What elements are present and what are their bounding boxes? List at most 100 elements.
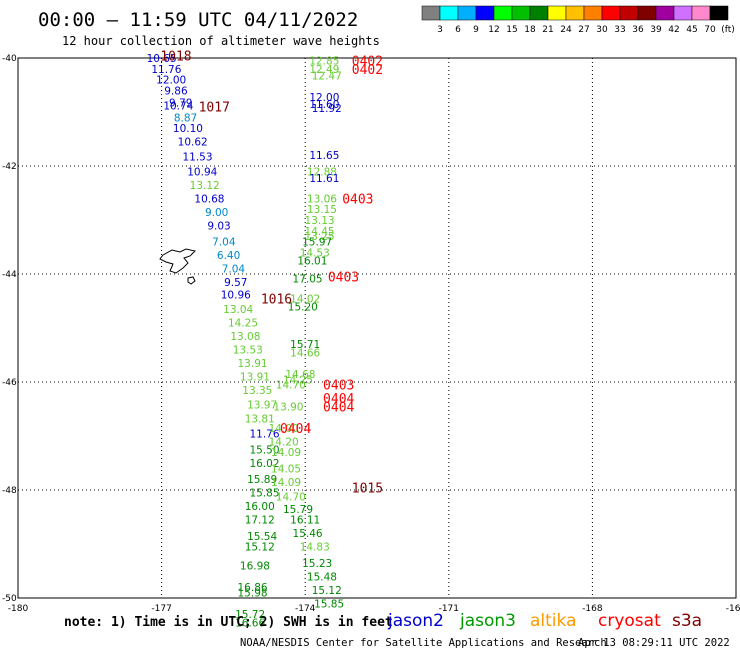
scale-swatch: [493, 5, 513, 21]
wave-height-value: 11.60: [309, 99, 339, 111]
wave-height-value: 12.85: [309, 56, 339, 68]
wave-height-value: 12.00: [309, 92, 339, 104]
legend-item-altika: altika: [530, 611, 577, 631]
scale-label: 15: [506, 25, 517, 35]
scale-swatch: [547, 5, 567, 21]
track-id-label: 0402: [352, 55, 383, 70]
wave-height-value: 17.12: [245, 515, 275, 527]
wave-height-value: 16.98: [240, 561, 270, 573]
track-id-label: 0403: [328, 271, 359, 286]
x-tick-label: -174: [295, 604, 316, 614]
wave-height-value: 13.04: [223, 304, 253, 316]
wave-height-value: 14.25: [228, 318, 258, 330]
wave-height-value: 15.23: [302, 558, 332, 570]
wave-height-value: 15.97: [302, 237, 332, 249]
scale-label: (ft): [721, 25, 735, 35]
wave-height-value: 10.10: [173, 123, 203, 135]
track-labels: 1018101710161015040204020403040304030404…: [160, 49, 383, 496]
track-id-label: 0402: [352, 63, 383, 78]
y-tick-label: -40: [2, 54, 17, 64]
wave-height-value: 15.85: [249, 488, 279, 500]
track-id-label: 0403: [342, 192, 373, 207]
scale-swatch: [601, 5, 621, 21]
wave-height-value: 13.08: [230, 331, 260, 343]
y-tick-label: -44: [2, 270, 17, 280]
x-tick-label: -177: [151, 604, 171, 614]
axis-ticks: -40 -42 -44 -46 -48 -50-180 -177 -174 -171 -168 -1…: [2, 54, 740, 614]
legend-item-s3a: s3a: [672, 611, 702, 631]
plot-area: -40 -42 -44 -46 -48 -50-180 -177 -174 -171 -168 -1…: [2, 49, 740, 629]
wave-height-value: 11.92: [312, 103, 342, 115]
wave-height-value: 13.91: [240, 372, 270, 384]
wave-height-value: 17.05: [293, 273, 323, 285]
scale-swatch: [673, 5, 693, 21]
wave-height-value: 16.00: [245, 501, 275, 513]
scale-label: 30: [596, 25, 608, 35]
track-id-label: 0403: [323, 379, 354, 394]
wave-height-value: 10.96: [221, 290, 251, 302]
islet-shape: [187, 276, 196, 285]
scale-swatch: [583, 5, 603, 21]
wave-height-value: 12.88: [307, 166, 337, 178]
track-id-label: 1017: [199, 101, 230, 116]
scale-swatch: [637, 5, 657, 21]
x-tick-label: -171: [439, 604, 459, 614]
legend-item-jason2: jason2: [387, 611, 444, 631]
wave-height-value: 15.89: [247, 474, 277, 486]
wave-height-value: 14.83: [300, 542, 330, 554]
wave-height-value: 9.57: [224, 277, 247, 289]
wave-height-value: 10.62: [178, 137, 208, 149]
y-tick-label: -42: [2, 162, 17, 172]
scale-swatch: [565, 5, 585, 21]
scale-label: 27: [578, 25, 589, 35]
scale-label: 39: [650, 25, 662, 35]
wave-height-value: 13.97: [247, 400, 277, 412]
wave-height-value: 15.79: [283, 504, 313, 516]
track-id-label: 0404: [280, 422, 311, 437]
wave-height-value: 16.01: [297, 256, 327, 268]
scale-label: 6: [455, 25, 461, 35]
wave-height-value: 11.76: [249, 428, 279, 440]
wave-height-value: 15.12: [245, 542, 275, 554]
wave-height-value: 10.94: [187, 166, 217, 178]
scale-swatch: [709, 5, 729, 21]
scale-label: 70: [704, 25, 716, 35]
wave-height-value: 15.98: [238, 588, 268, 600]
wave-height-value: 15.54: [247, 531, 277, 543]
wave-height-value: 12.47: [312, 70, 342, 82]
scale-swatch: [475, 5, 495, 21]
wave-height-value: 16.02: [249, 458, 279, 470]
wave-height-value: 14.45: [305, 226, 335, 238]
scale-label: 24: [560, 25, 572, 35]
track-id-label: 1018: [160, 49, 191, 64]
scale-swatch: [529, 5, 549, 21]
wave-height-value: 13.06: [307, 193, 337, 205]
y-tick-label: -46: [2, 378, 17, 388]
wave-height-value: 14.09: [271, 477, 301, 489]
wave-height-value: 6.40: [217, 250, 240, 262]
scale-label: 9: [473, 25, 479, 35]
wave-height-value: 14.70: [276, 491, 306, 503]
wave-height-value: 11.53: [182, 151, 212, 163]
track-id-label: 0404: [323, 392, 354, 407]
wave-height-value: 10.68: [194, 193, 224, 205]
wave-height-value: 13.12: [190, 180, 220, 192]
island-shape: [159, 248, 196, 274]
wave-height-value: 16.66: [235, 617, 265, 629]
wave-height-value: 15.71: [290, 339, 320, 351]
wave-height-value: 15.20: [288, 301, 318, 313]
wave-height-value: 15.72: [235, 609, 265, 621]
y-tick-label: -50: [2, 594, 17, 604]
wave-height-value: 13.90: [273, 401, 303, 413]
chart-subtitle: 12 hour collection of altimeter wave hei…: [62, 34, 380, 48]
scale-swatch: [691, 5, 711, 21]
wave-height-value: 13.15: [307, 204, 337, 216]
wave-height-value: 11.61: [309, 173, 339, 185]
wave-height-value: 14.00: [269, 423, 299, 435]
wave-height-value: 10.74: [163, 101, 193, 113]
wave-height-value: 12.00: [156, 75, 186, 87]
scale-swatch: [457, 5, 477, 21]
scale-label: 3: [437, 25, 443, 35]
plot-frame: [17, 57, 737, 599]
